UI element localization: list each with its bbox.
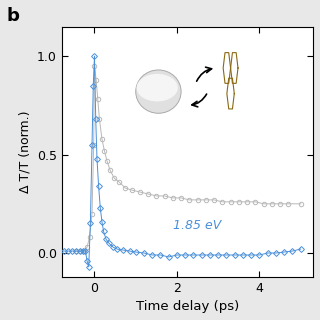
Text: 1.85 eV: 1.85 eV	[173, 220, 221, 232]
Ellipse shape	[137, 74, 178, 101]
Text: b: b	[6, 7, 19, 25]
Y-axis label: Δ T/T (norm.): Δ T/T (norm.)	[18, 110, 31, 193]
X-axis label: Time delay (ps): Time delay (ps)	[136, 300, 239, 313]
Ellipse shape	[136, 70, 181, 113]
